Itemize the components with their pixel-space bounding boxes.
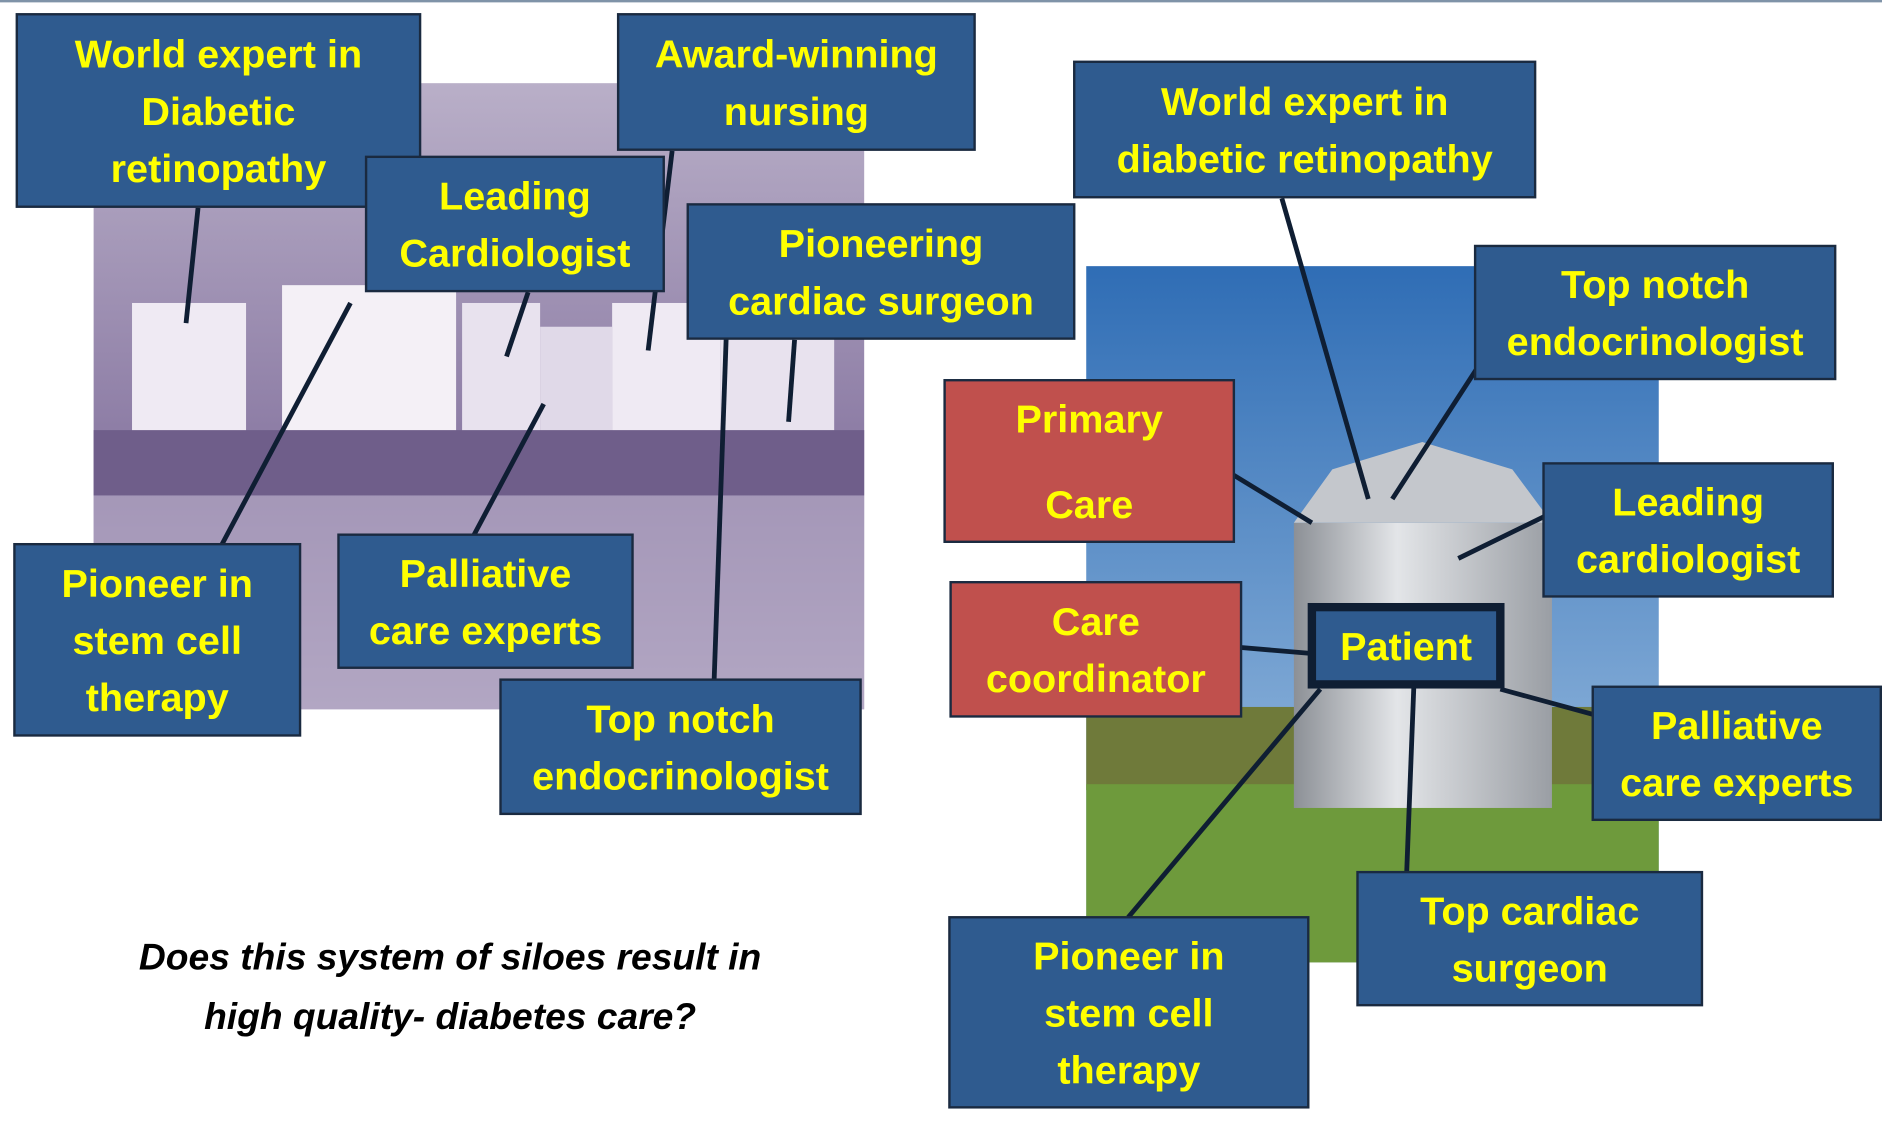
box-label: coordinator — [986, 657, 1206, 701]
box-label: Palliative — [1651, 704, 1823, 748]
box-label: endocrinologist — [1507, 320, 1804, 364]
question-line: high quality- diabetes care? — [204, 995, 696, 1037]
box-label: Pioneer in — [62, 562, 253, 606]
box-label: Diabetic — [141, 90, 295, 134]
box-label: retinopathy — [111, 147, 327, 191]
box-label: Primary — [1016, 398, 1164, 442]
box-label: therapy — [86, 676, 229, 720]
box-label: cardiologist — [1576, 538, 1800, 582]
box-label: diabetic retinopathy — [1117, 137, 1493, 181]
box-label: nursing — [724, 90, 869, 134]
box-label: care experts — [1620, 761, 1853, 805]
box-label: Palliative — [400, 552, 572, 596]
box-label: Award-winning — [655, 33, 938, 77]
question: Does this system of siloes result in high… — [139, 936, 761, 1037]
box-label: Pioneering — [779, 222, 984, 266]
box-label: surgeon — [1452, 947, 1608, 991]
box-label: World expert in — [1161, 80, 1448, 124]
box-label: Leading — [439, 175, 591, 219]
box-label: Top notch — [1561, 263, 1749, 307]
box-label: Care — [1045, 483, 1133, 527]
box-label: Cardiologist — [399, 232, 630, 276]
box-label: endocrinologist — [532, 755, 829, 799]
box-label: World expert in — [75, 33, 362, 77]
box-label: Pioneer in — [1033, 935, 1224, 979]
box-label: cardiac surgeon — [728, 279, 1034, 323]
question-line: Does this system of siloes result in — [139, 936, 761, 978]
box-label: Top notch — [586, 698, 774, 742]
slide: World expert in Diabetic retinopathy Award-… — [0, 0, 1882, 1124]
box-label: stem cell — [73, 619, 242, 663]
box-label: stem cell — [1044, 992, 1213, 1036]
box-label: Leading — [1612, 481, 1764, 525]
box-label: therapy — [1057, 1049, 1200, 1093]
box-label: Top cardiac — [1420, 890, 1639, 934]
box-label: Patient — [1340, 625, 1472, 669]
box-label: care experts — [369, 609, 602, 653]
box-label: Care — [1052, 600, 1140, 644]
